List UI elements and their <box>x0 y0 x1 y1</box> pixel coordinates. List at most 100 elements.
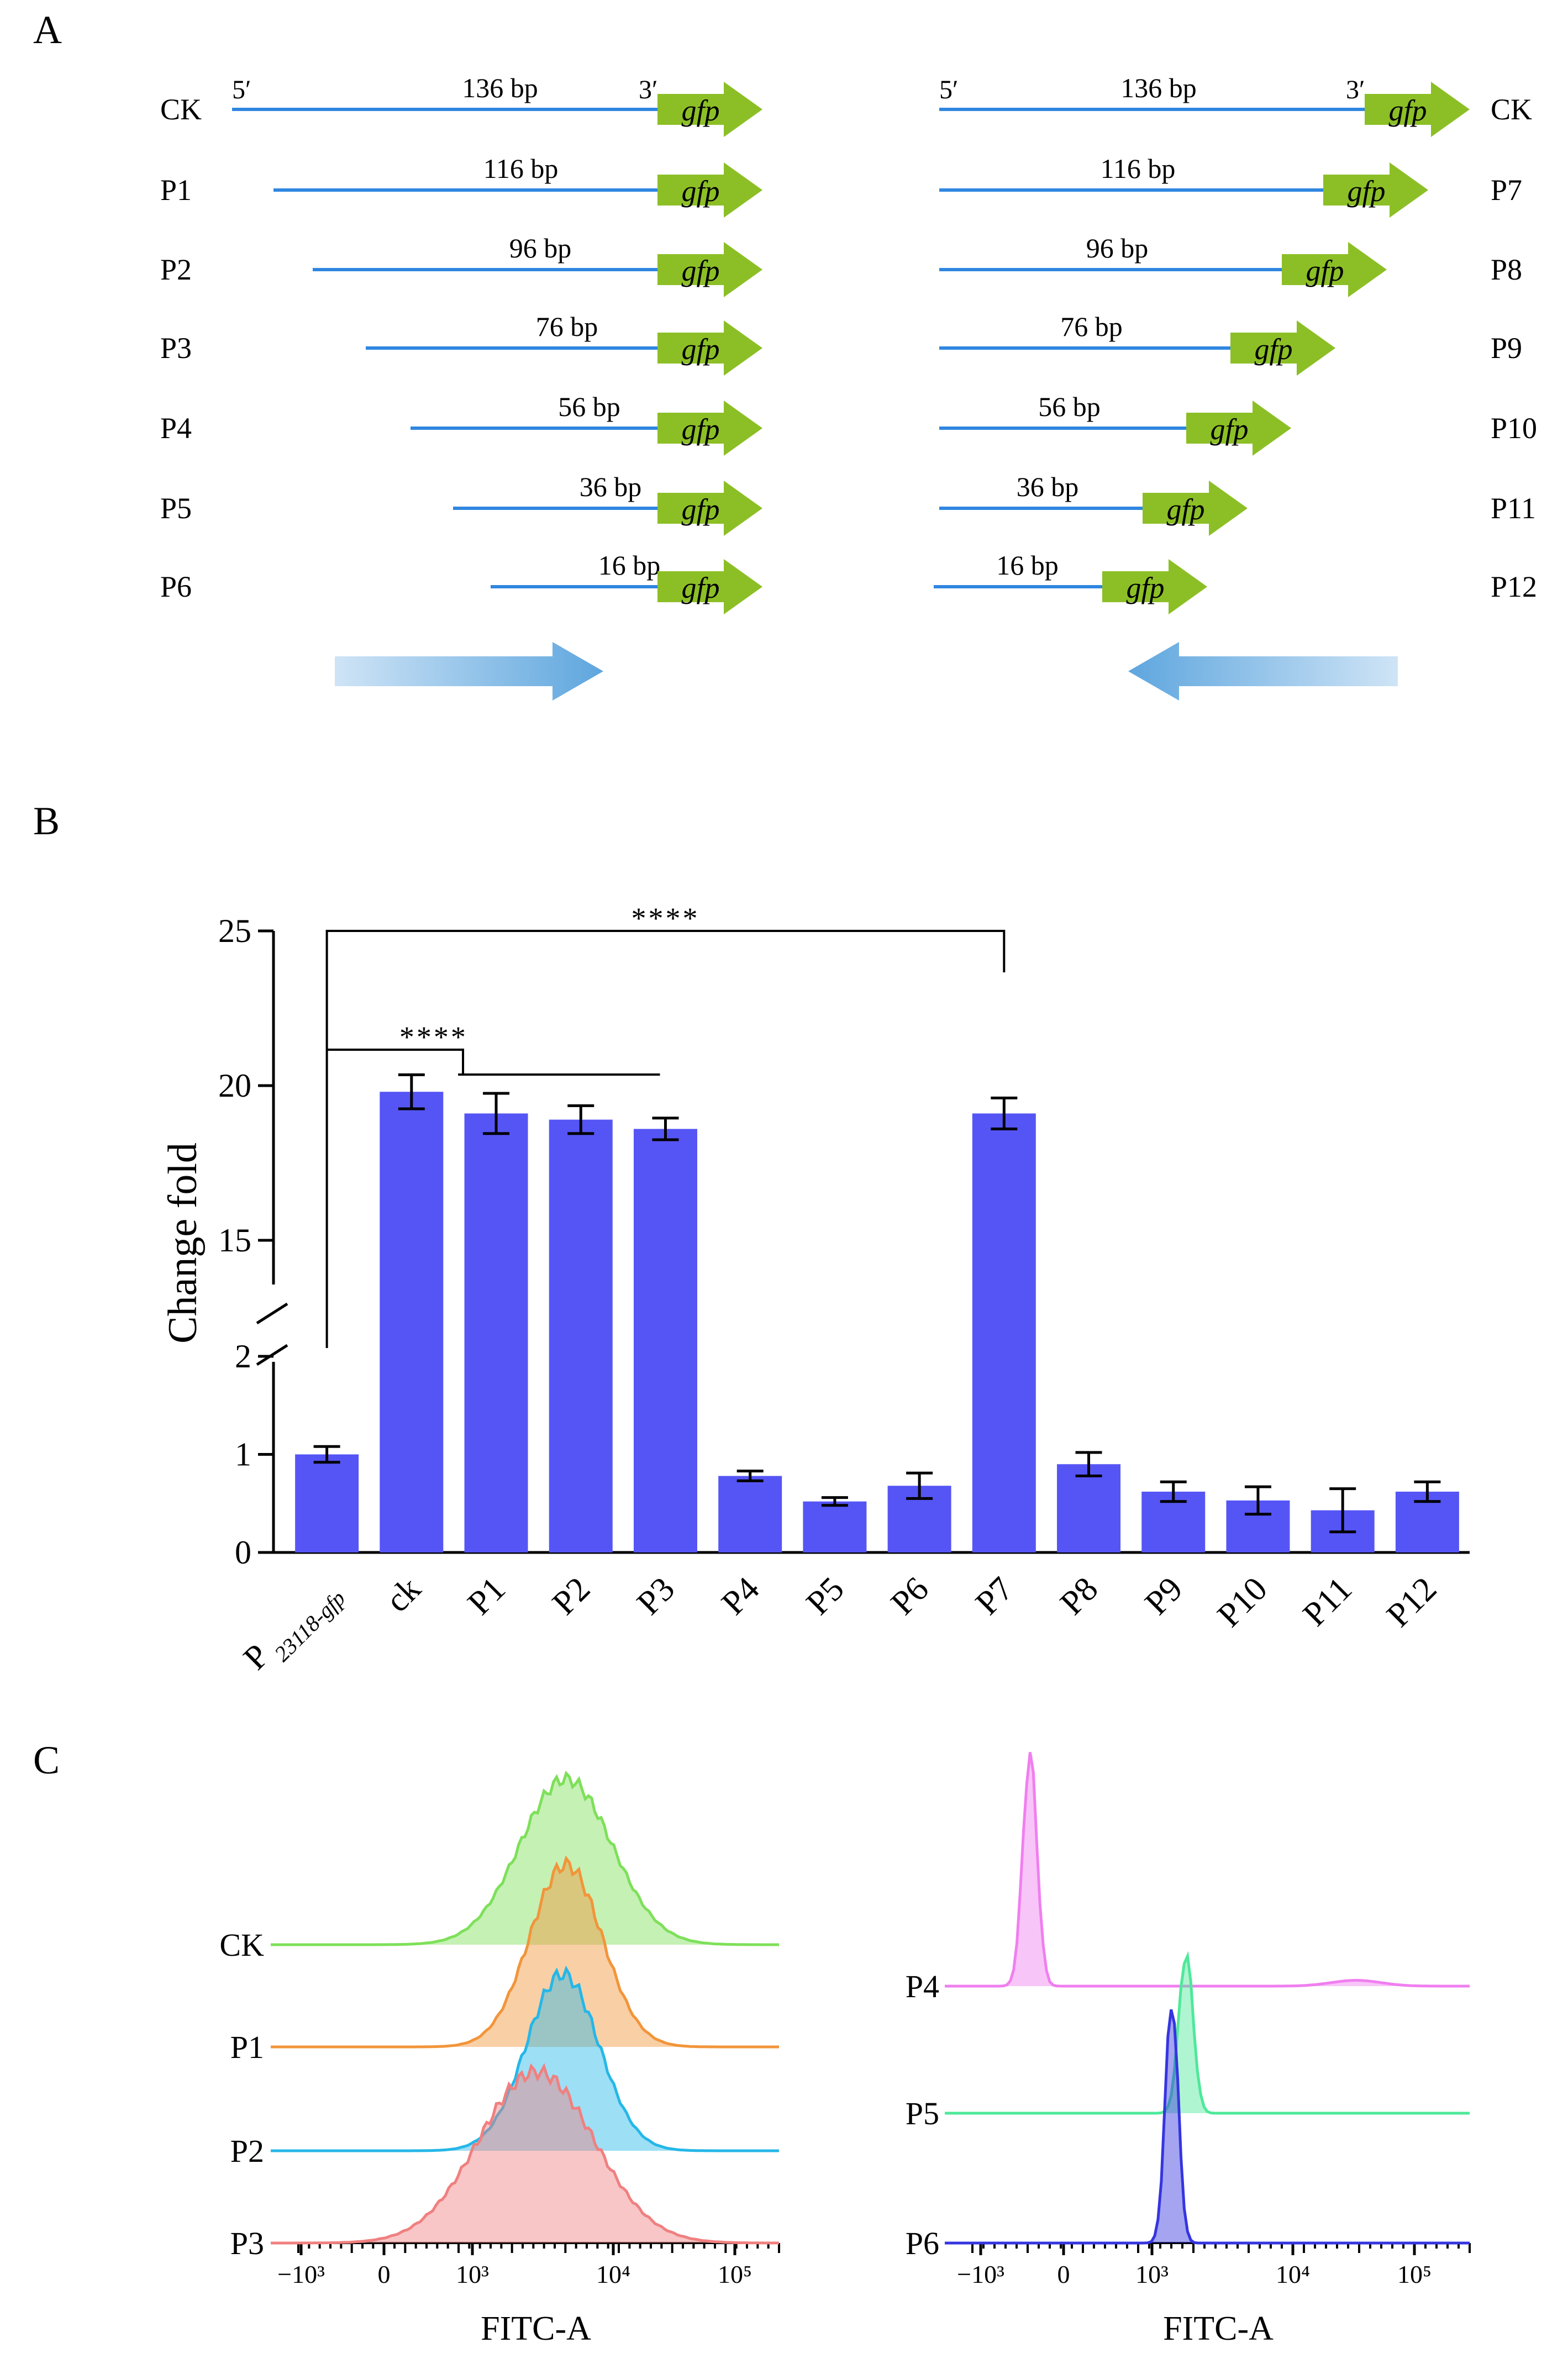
gfp-label: gfp <box>1306 254 1344 287</box>
gfp-arrow <box>1230 320 1335 376</box>
x-tick-label: ck <box>378 1570 428 1619</box>
series-label: P2 <box>230 2133 264 2169</box>
y-tick-label: 15 <box>218 1222 251 1259</box>
five-prime-label: 5′ <box>232 75 251 104</box>
gfp-arrow <box>1365 82 1470 137</box>
panel-label-b: B <box>33 799 60 843</box>
construct-name-left: P5 <box>160 492 192 525</box>
construct-name-left: P1 <box>160 173 192 207</box>
construct-name-left: P2 <box>160 253 192 286</box>
y-tick-label: 25 <box>218 913 251 949</box>
gfp-arrow <box>1102 559 1207 614</box>
y-axis-title: Change fold <box>160 1143 206 1344</box>
x-tick-label: 0 <box>378 2260 391 2288</box>
bar <box>718 1476 782 1552</box>
gfp-label: gfp <box>1166 493 1204 526</box>
x-tick-label: 0 <box>1057 2260 1070 2288</box>
gfp-label: gfp <box>681 493 719 526</box>
x-tick-label: P11 <box>1296 1570 1359 1634</box>
series-label: P5 <box>906 2096 939 2131</box>
fragment-length-label: 56 bp <box>558 391 620 422</box>
histogram-line <box>271 1855 779 2049</box>
fragment-length-label: 36 bp <box>1017 471 1079 502</box>
gfp-label: gfp <box>681 175 719 208</box>
gfp-arrow <box>1186 401 1291 456</box>
panel-label-a: A <box>33 8 62 52</box>
fragment-length-label: 16 bp <box>598 550 661 581</box>
series-label: P3 <box>230 2225 264 2261</box>
bar <box>464 1113 528 1552</box>
histogram-fill <box>271 1858 779 2047</box>
x-tick-label-subscript: 23118-gfp <box>265 1586 350 1670</box>
y-tick-label: 2 <box>235 1338 251 1375</box>
five-prime-label: 5′ <box>939 75 959 104</box>
gfp-label: gfp <box>1210 413 1248 446</box>
construct-name-right: P9 <box>1491 331 1522 365</box>
histogram-right: −10³ 0 10³ 10⁴ 10⁵ FITC-A P4 P5 P6 <box>906 1752 1471 2347</box>
construct-name-left: CK <box>160 93 202 126</box>
x-tick-label: 10⁵ <box>1397 2260 1432 2288</box>
construct-name-right: P12 <box>1491 570 1537 603</box>
fragment-length-label: 96 bp <box>1086 233 1149 264</box>
x-tick-label: P12 <box>1380 1570 1444 1634</box>
gfp-arrow <box>657 401 762 456</box>
histogram-line <box>945 1752 1470 1988</box>
gfp-label: gfp <box>1347 175 1385 208</box>
three-prime-label: 3′ <box>1346 75 1365 104</box>
axis-break-mark <box>256 1302 288 1325</box>
significance-label: **** <box>399 1020 468 1054</box>
bar-chart: 15 20 25 0 1 2 Change fold P 23118-gfp ck P1 P2 P3 P… <box>160 902 1470 1677</box>
gfp-arrow <box>657 559 762 614</box>
construct-name-left: P4 <box>160 412 192 445</box>
histogram-fill <box>945 2009 1470 2243</box>
x-axis-title: FITC-A <box>481 2310 591 2347</box>
histogram-fill <box>271 1773 779 1945</box>
x-tick-label: P10 <box>1211 1570 1275 1634</box>
bar <box>549 1119 613 1552</box>
bar <box>633 1129 697 1552</box>
deletion-direction-arrow-right <box>335 642 603 701</box>
gfp-arrow <box>1323 162 1428 218</box>
bar <box>972 1113 1036 1552</box>
x-tick-label: 10⁴ <box>1276 2260 1310 2288</box>
gfp-label: gfp <box>681 333 719 366</box>
construct-name-right: P11 <box>1491 492 1536 525</box>
fragment-length-label: 76 bp <box>536 311 598 342</box>
gfp-arrow <box>1282 242 1387 297</box>
gfp-arrow <box>657 82 762 137</box>
gfp-arrow <box>657 320 762 376</box>
x-tick-label: P7 <box>969 1570 1020 1622</box>
histogram-fill <box>271 2066 779 2243</box>
x-tick-label: P8 <box>1053 1570 1105 1622</box>
x-tick-label: P6 <box>884 1570 936 1622</box>
significance-label: **** <box>631 902 699 935</box>
x-tick-label: −10³ <box>957 2260 1004 2288</box>
series-label: P6 <box>906 2225 939 2261</box>
gfp-arrow <box>1143 481 1248 536</box>
fragment-length-label: 116 bp <box>483 153 559 184</box>
deletion-direction-arrow-left <box>1128 642 1398 701</box>
x-tick-label: 10³ <box>1135 2260 1169 2288</box>
x-tick-label: P9 <box>1138 1570 1190 1622</box>
y-tick-label: 1 <box>235 1436 251 1473</box>
construct-name-left: P3 <box>160 331 192 365</box>
x-tick-label: −10³ <box>277 2260 325 2288</box>
x-axis-title: FITC-A <box>1163 2310 1274 2347</box>
series-label: CK <box>219 1927 264 1963</box>
x-tick-label: P2 <box>545 1570 597 1622</box>
fragment-length-label: 96 bp <box>509 233 572 264</box>
gfp-label: gfp <box>681 571 719 604</box>
series-label: P1 <box>230 2029 264 2065</box>
gfp-label: gfp <box>681 413 719 446</box>
fragment-length-label: 136 bp <box>1120 72 1197 103</box>
histogram-line <box>945 2009 1470 2245</box>
histogram-line <box>271 1965 779 2152</box>
x-tick-label: P5 <box>799 1570 851 1622</box>
gfp-label: gfp <box>681 94 719 127</box>
gfp-label: gfp <box>681 254 719 287</box>
fragment-length-label: 36 bp <box>580 471 642 502</box>
histogram-line <box>271 2063 780 2245</box>
fragment-length-label: 136 bp <box>462 72 538 103</box>
